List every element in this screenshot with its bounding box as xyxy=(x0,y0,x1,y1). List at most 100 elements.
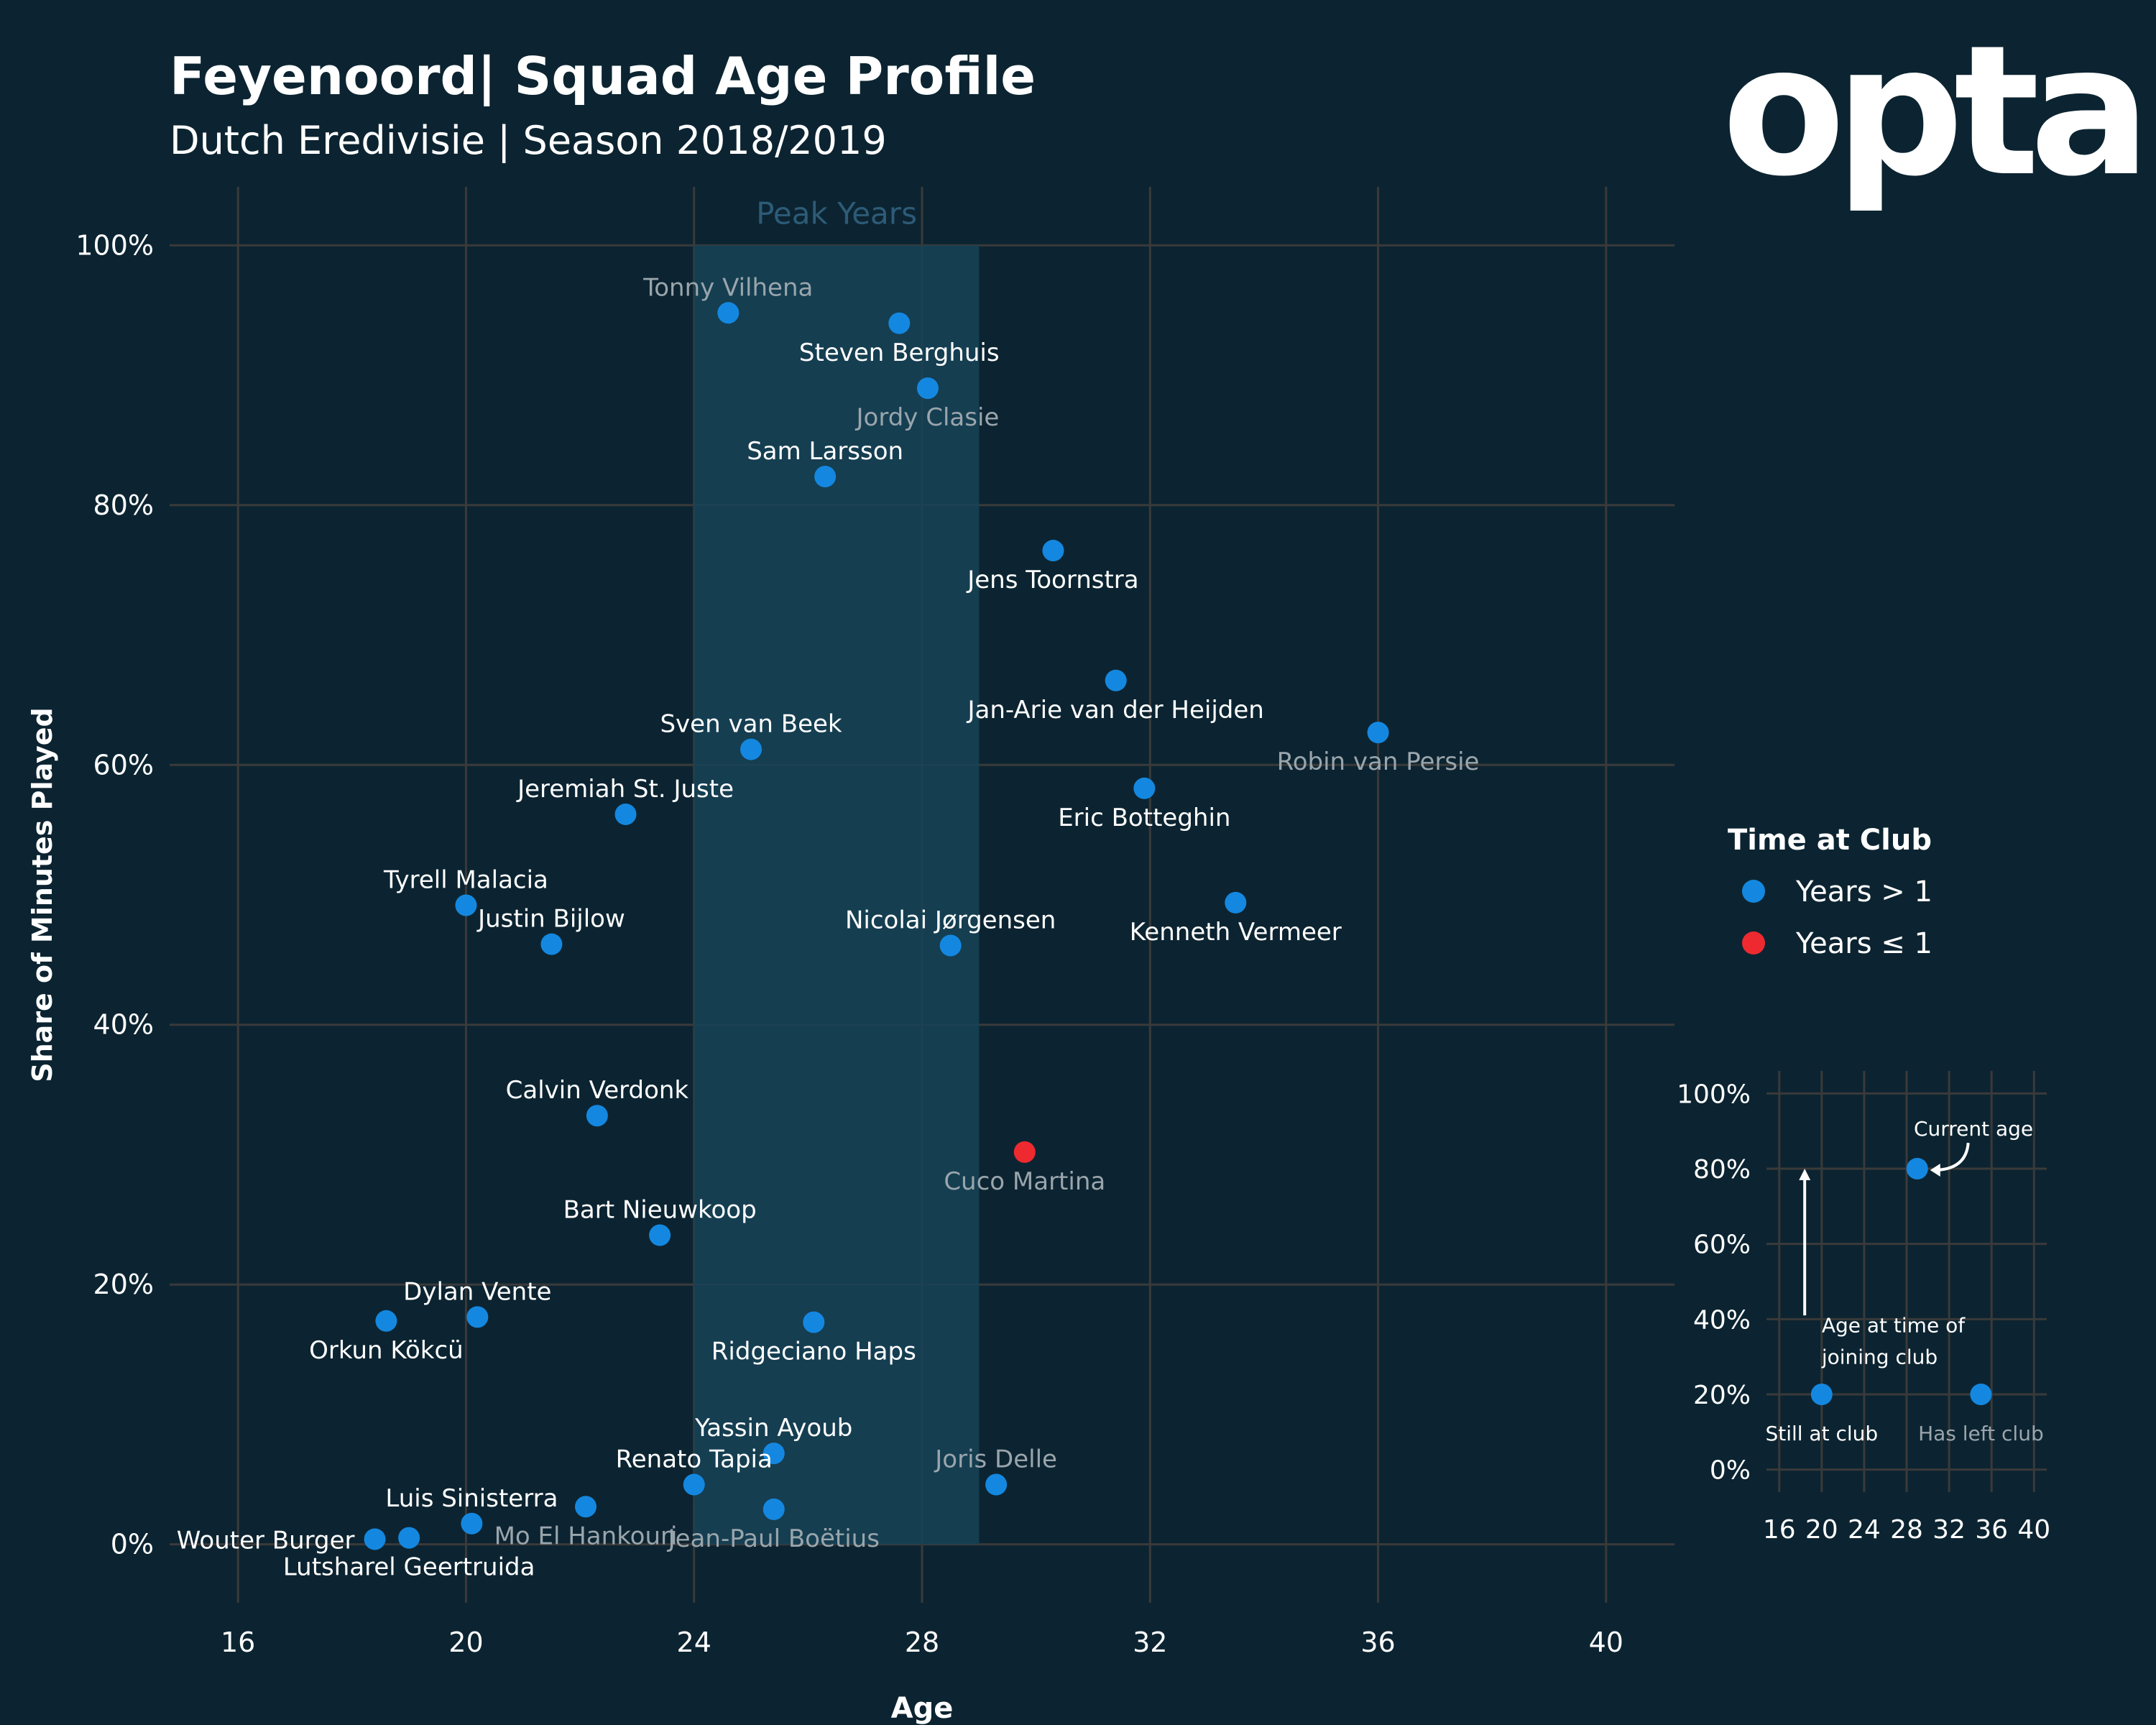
chart-subtitle: Dutch Eredivisie | Season 2018/2019 xyxy=(170,118,887,163)
point-eric-botteghin xyxy=(1133,777,1156,799)
x-tick-label: 24 xyxy=(677,1627,711,1658)
player-points xyxy=(364,302,1389,1550)
inset-point-has-left-club xyxy=(1970,1383,1992,1405)
inset-joining-note-2: joining club xyxy=(1821,1345,1938,1368)
y-tick-label: 80% xyxy=(93,489,154,521)
inset-current-age-note: Current age xyxy=(1914,1117,2033,1141)
inset-y-tick-label: 20% xyxy=(1693,1381,1751,1410)
label-jan-arie-van-der-heijden: Jan-Arie van der Heijden xyxy=(966,696,1263,724)
point-mo-el-hankouri xyxy=(575,1496,597,1518)
inset-x-tick-label: 24 xyxy=(1848,1515,1881,1545)
label-tyrell-malacia: Tyrell Malacia xyxy=(383,865,548,894)
x-tick-label: 40 xyxy=(1589,1627,1623,1658)
inset-y-tick-label: 80% xyxy=(1693,1155,1751,1184)
inset-label-has-left-club: Has left club xyxy=(1918,1422,2044,1445)
peak-years-band xyxy=(694,245,980,1545)
point-dylan-vente xyxy=(466,1306,489,1328)
inset-x-tick-label: 20 xyxy=(1805,1515,1838,1545)
label-jean-paul-boetius: Jean-Paul Boëtius xyxy=(667,1524,880,1553)
label-justin-bijlow: Justin Bijlow xyxy=(476,905,625,934)
inset-y-tick-label: 100% xyxy=(1677,1080,1751,1109)
label-nicolai-jorgensen: Nicolai Jørgensen xyxy=(845,906,1056,934)
point-bart-nieuwkoop xyxy=(649,1224,671,1246)
point-steven-berghuis xyxy=(888,312,911,334)
inset-current-age-arrowhead xyxy=(1930,1164,1940,1177)
label-bart-nieuwkoop: Bart Nieuwkoop xyxy=(563,1196,757,1225)
inset-demo-point xyxy=(1906,1158,1928,1180)
inset-x-tick-label: 28 xyxy=(1890,1515,1923,1545)
label-sven-van-beek: Sven van Beek xyxy=(660,710,842,739)
point-renato-tapia xyxy=(683,1473,705,1496)
label-orkun-kokcu: Orkun Kökcü xyxy=(309,1336,464,1365)
point-yassin-ayoub xyxy=(763,1443,785,1465)
point-jordy-clasie xyxy=(916,377,939,400)
label-yassin-ayoub: Yassin Ayoub xyxy=(694,1414,852,1443)
x-tick-label: 36 xyxy=(1360,1627,1395,1658)
explainer-inset: 0% 20% 40% 60% 80% 100% 16 20 24 28 32 36 40 Still at… xyxy=(1677,1071,2050,1545)
inset-x-tick-label: 40 xyxy=(2017,1515,2050,1545)
label-tonny-vilhena: Tonny Vilhena xyxy=(642,273,813,302)
y-tick-label: 40% xyxy=(93,1009,154,1041)
label-eric-botteghin: Eric Botteghin xyxy=(1058,804,1230,832)
inset-joining-arrowhead xyxy=(1799,1169,1811,1181)
label-calvin-verdonk: Calvin Verdonk xyxy=(506,1076,689,1105)
point-luis-sinisterra xyxy=(461,1512,483,1535)
label-jeremiah-st-juste: Jeremiah St. Juste xyxy=(516,775,734,804)
inset-y-tick-label: 40% xyxy=(1693,1305,1751,1335)
label-lutsharel-geertruida: Lutsharel Geertruida xyxy=(283,1553,535,1582)
label-mo-el-hankouri: Mo El Hankouri xyxy=(494,1522,678,1550)
legend-marker xyxy=(1742,880,1765,903)
inset-label-still-at-club: Still at club xyxy=(1765,1422,1878,1445)
label-joris-delle: Joris Delle xyxy=(934,1445,1057,1474)
label-jens-toornstra: Jens Toornstra xyxy=(966,566,1138,594)
legend-items: Years > 1 Years ≤ 1 xyxy=(1742,875,1932,960)
inset-point-still-at-club xyxy=(1810,1383,1833,1405)
x-tick-label: 32 xyxy=(1133,1627,1167,1658)
point-nicolai-jorgensen xyxy=(939,934,962,957)
x-axis-label: Age xyxy=(891,1692,954,1725)
x-axis-ticks: 16 20 24 28 32 36 40 xyxy=(221,1627,1623,1658)
point-jens-toornstra xyxy=(1042,540,1064,562)
point-sven-van-beek xyxy=(740,738,763,760)
label-dylan-vente: Dylan Vente xyxy=(403,1277,551,1306)
label-sam-larsson: Sam Larsson xyxy=(747,437,903,466)
x-tick-label: 16 xyxy=(221,1627,255,1658)
point-joris-delle xyxy=(985,1473,1008,1496)
inset-x-tick-label: 36 xyxy=(1975,1515,2008,1545)
point-lutsharel-geertruida xyxy=(398,1527,420,1549)
point-justin-bijlow xyxy=(540,933,563,955)
chart-title: Feyenoord| Squad Age Profile xyxy=(170,46,1036,106)
point-sam-larsson xyxy=(814,466,837,488)
point-calvin-verdonk xyxy=(586,1105,608,1127)
point-tyrell-malacia xyxy=(455,894,477,916)
point-wouter-burger xyxy=(364,1528,386,1550)
point-jeremiah-st-juste xyxy=(614,803,637,825)
player-labels: Tonny Vilhena Steven Berghuis Jordy Clasie… xyxy=(177,273,1480,1581)
label-ridgeciano-haps: Ridgeciano Haps xyxy=(711,1338,916,1366)
label-luis-sinisterra: Luis Sinisterra xyxy=(385,1484,558,1513)
legend-label: Years ≤ 1 xyxy=(1795,927,1932,960)
point-tonny-vilhena xyxy=(717,302,740,324)
point-kenneth-vermeer xyxy=(1225,891,1247,914)
point-cuco-martina xyxy=(1013,1141,1036,1163)
y-axis-label: Share of Minutes Played xyxy=(27,707,58,1082)
label-renato-tapia: Renato Tapia xyxy=(616,1445,773,1474)
point-jean-paul-boetius xyxy=(763,1498,785,1520)
legend-label: Years > 1 xyxy=(1795,875,1932,908)
x-tick-label: 28 xyxy=(905,1627,939,1658)
point-ridgeciano-haps xyxy=(803,1311,825,1333)
opta-logo: opta xyxy=(1722,6,2151,216)
y-tick-label: 60% xyxy=(93,749,154,781)
label-steven-berghuis: Steven Berghuis xyxy=(799,339,1000,367)
inset-x-tick-label: 16 xyxy=(1763,1515,1796,1545)
label-wouter-burger: Wouter Burger xyxy=(177,1526,355,1555)
joining-trails xyxy=(266,310,1378,1541)
legend-marker xyxy=(1742,932,1765,954)
label-cuco-martina: Cuco Martina xyxy=(944,1167,1105,1196)
point-robin-van-persie xyxy=(1367,722,1389,744)
y-tick-label: 0% xyxy=(111,1529,154,1560)
y-tick-label: 100% xyxy=(75,229,154,261)
inset-x-tick-label: 32 xyxy=(1932,1515,1966,1545)
